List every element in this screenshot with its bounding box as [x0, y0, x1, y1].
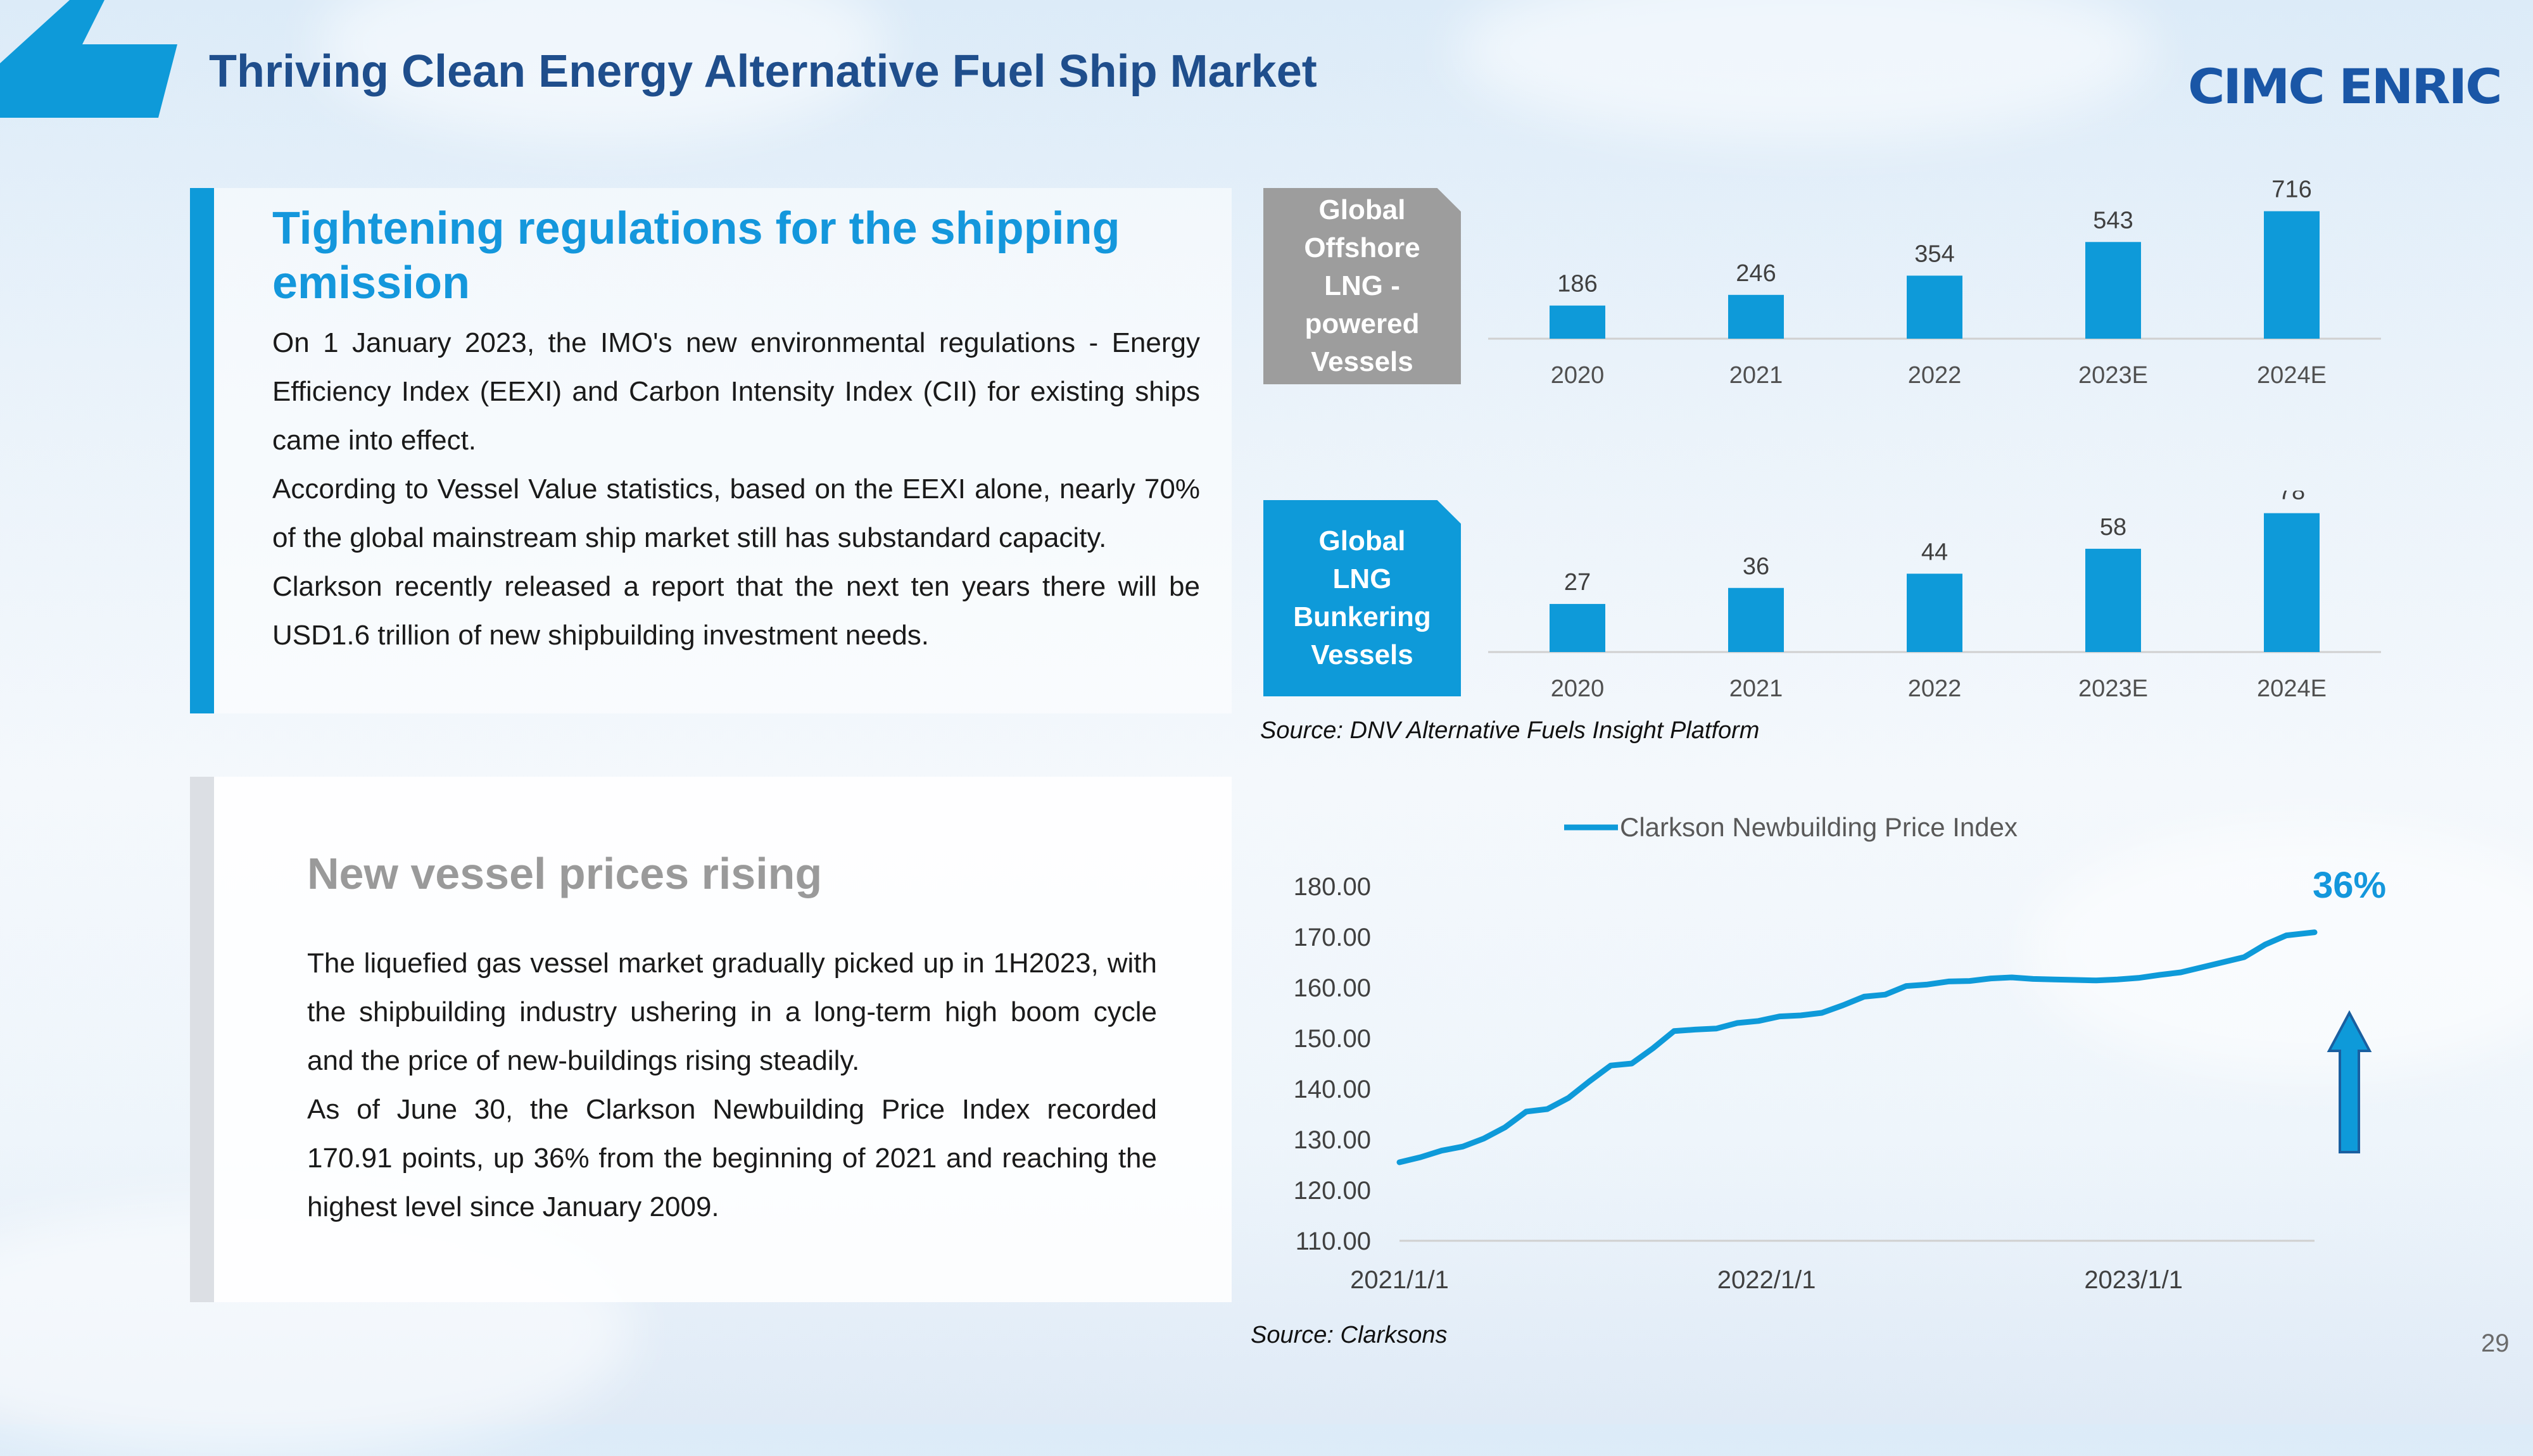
y-tick-label: 110.00 — [1296, 1227, 1371, 1255]
panel-accent-bar — [190, 188, 214, 713]
tag-line: Global — [1318, 525, 1406, 556]
offshore-data-label: 716 — [2271, 177, 2311, 203]
dnv-source-note: Source: DNV Alternative Fuels Insight Pl… — [1260, 717, 1760, 744]
offshore-data-label: 186 — [1557, 271, 1597, 298]
vessel-prices-heading: New vessel prices rising — [307, 849, 823, 898]
y-tick-label: 120.00 — [1294, 1177, 1371, 1205]
price-index-line — [1396, 929, 2318, 1165]
offshore-category-label: 2022 — [1908, 362, 1962, 389]
regulations-heading: Tightening regulations for the shipping … — [272, 203, 1120, 308]
regulations-paragraph: According to Vessel Value statistics, ba… — [272, 474, 1200, 553]
tag-line: LNG - — [1324, 270, 1400, 301]
offshore-bar — [2085, 242, 2141, 339]
bunkering-data-label: 27 — [1564, 569, 1591, 596]
price-index-line-chart: Clarkson Newbuilding Price Index 110.00 12… — [1294, 812, 2386, 1294]
offshore-bar — [1550, 305, 1605, 339]
bunkering-bar — [1550, 604, 1605, 652]
y-tick-label: 130.00 — [1294, 1126, 1371, 1154]
bunkering-data-label: 78 — [2278, 491, 2305, 505]
offshore-bar — [2264, 211, 2320, 339]
bunkering-data-label: 36 — [1743, 553, 1769, 580]
bunkering-category-label: 2020 — [1551, 675, 1605, 702]
bunkering-category-label: 2021 — [1729, 675, 1783, 702]
bunkering-category-label: 2023E — [2078, 675, 2148, 702]
y-tick-label: 180.00 — [1294, 873, 1371, 901]
vessel-prices-body: The liquefied gas vessel market graduall… — [307, 939, 1157, 1231]
company-logo: CIMC ENRIC — [2188, 58, 2503, 115]
y-tick-label: 150.00 — [1294, 1025, 1371, 1053]
offshore-lng-tag: Global Offshore LNG - powered Vessels — [1263, 188, 1461, 384]
tag-line: Bunkering — [1293, 601, 1431, 632]
offshore-category-label: 2020 — [1551, 362, 1605, 389]
tag-line: powered — [1304, 308, 1420, 339]
legend-label: Clarkson Newbuilding Price Index — [1620, 812, 2018, 842]
vessel-prices-paragraph: The liquefied gas vessel market graduall… — [307, 948, 1157, 1076]
x-tick-label: 2023/1/1 — [2084, 1266, 2183, 1294]
offshore-data-label: 543 — [2093, 207, 2133, 234]
regulations-panel — [190, 188, 1232, 713]
offshore-data-label: 246 — [1736, 260, 1776, 287]
tag-line: Offshore — [1304, 232, 1420, 263]
regulations-paragraph: On 1 January 2023, the IMO's new environ… — [272, 327, 1200, 456]
regulations-paragraph: Clarkson recently released a report that… — [272, 571, 1200, 651]
growth-arrow-icon — [2327, 1010, 2372, 1153]
x-tick-label: 2021/1/1 — [1350, 1266, 1449, 1294]
page-number: 29 — [2481, 1329, 2510, 1357]
growth-annotation: 36% — [2313, 865, 2386, 906]
x-tick-label: 2022/1/1 — [1717, 1266, 1816, 1294]
corner-accent-shape — [0, 0, 177, 118]
bunkering-data-label: 44 — [1921, 539, 1948, 565]
tag-line: Global — [1318, 194, 1406, 225]
bunkering-category-label: 2024E — [2257, 675, 2327, 702]
cloud-decoration — [2026, 823, 2533, 1076]
bunkering-bar — [2264, 513, 2320, 652]
page-title: Thriving Clean Energy Alternative Fuel S… — [209, 46, 1317, 97]
lng-bunkering-tag: Global LNG Bunkering Vessels — [1263, 500, 1461, 696]
regulations-body: On 1 January 2023, the IMO's new environ… — [272, 318, 1200, 660]
bunkering-bar — [2085, 548, 2141, 652]
cloud-decoration — [1456, 0, 2153, 139]
bunkering-bar — [1728, 587, 1784, 652]
offshore-lng-bar-chart: 186 2020 246 2021 354 2022 543 2023E 716 2024E — [1488, 177, 2381, 389]
offshore-category-label: 2023E — [2078, 362, 2148, 389]
offshore-bar — [1907, 275, 1962, 339]
tag-line: Vessels — [1311, 639, 1413, 670]
offshore-category-label: 2024E — [2257, 362, 2327, 389]
tag-line: LNG — [1332, 563, 1392, 594]
offshore-data-label: 354 — [1914, 241, 1954, 267]
y-tick-label: 170.00 — [1294, 924, 1371, 951]
bunkering-bar — [1907, 574, 1962, 652]
lng-bunkering-bar-chart: 27 2020 36 2021 44 2022 58 2023E 78 2024E — [1488, 491, 2381, 702]
panel-accent-bar — [190, 777, 214, 1302]
y-tick-label: 140.00 — [1294, 1076, 1371, 1103]
clarksons-source-note: Source: Clarksons — [1251, 1322, 1448, 1348]
bunkering-data-label: 58 — [2100, 514, 2126, 541]
vessel-prices-paragraph: As of June 30, the Clarkson Newbuilding … — [307, 1094, 1157, 1222]
tag-line: Vessels — [1311, 346, 1413, 377]
bunkering-category-label: 2022 — [1908, 675, 1962, 702]
y-tick-label: 160.00 — [1294, 974, 1371, 1002]
offshore-category-label: 2021 — [1729, 362, 1783, 389]
offshore-bar — [1728, 294, 1784, 339]
vessel-prices-panel — [190, 777, 1232, 1302]
